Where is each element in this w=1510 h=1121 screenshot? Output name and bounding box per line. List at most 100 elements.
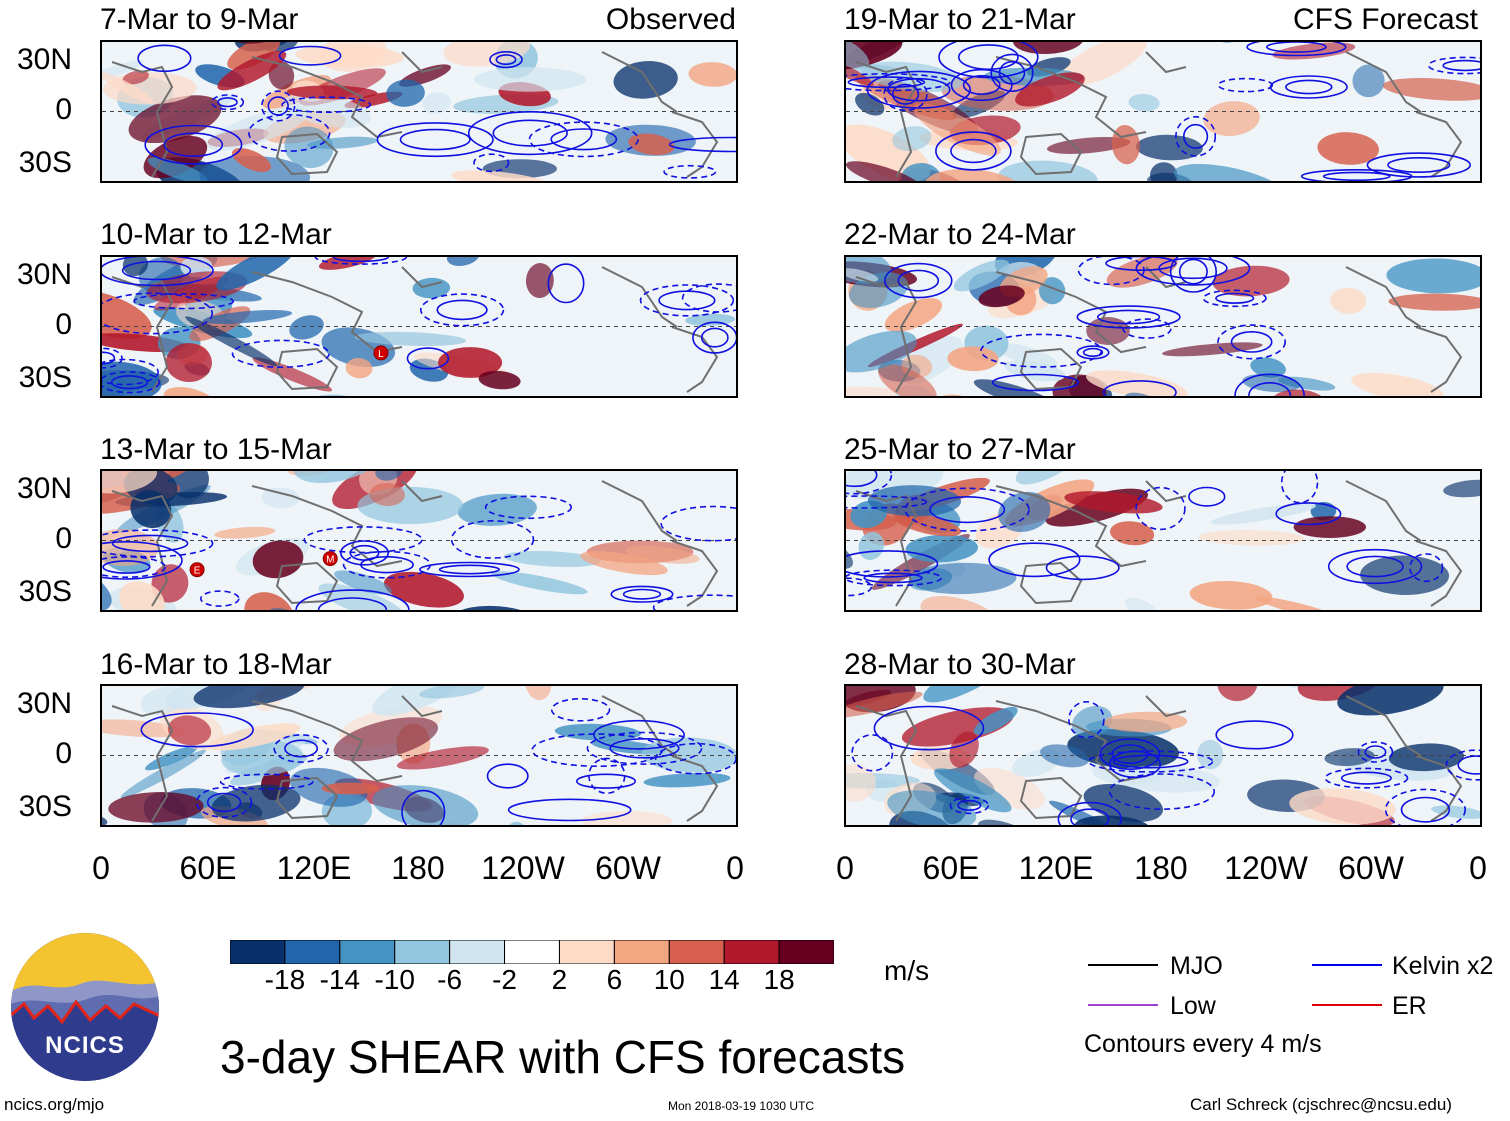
colorbar-tick-label: 2 <box>551 964 568 995</box>
shear-anomaly-blob <box>1352 64 1385 98</box>
coastline <box>855 276 918 393</box>
coastline <box>1345 51 1422 113</box>
colorbar-swatch <box>558 940 615 964</box>
shear-anomaly-blob <box>1173 163 1285 181</box>
shear-anomaly-blob <box>207 106 310 151</box>
map-panel-6 <box>844 255 1482 398</box>
shear-anomaly-blob <box>1064 491 1163 514</box>
kelvin-contour <box>681 283 736 313</box>
kelvin-contour <box>1188 486 1226 507</box>
storm-marker-label: E <box>194 566 201 577</box>
shear-anomaly-blob <box>953 259 1010 292</box>
kelvin-contour <box>317 597 388 610</box>
shear-anomaly-blob <box>334 570 392 595</box>
lat-label-0: 0 <box>55 737 72 770</box>
shear-anomaly-blob <box>1250 357 1286 378</box>
shear-anomaly-blob <box>446 257 480 267</box>
shear-anomaly-blob <box>525 263 554 299</box>
shear-anomaly-blob <box>419 686 485 699</box>
kelvin-contour <box>846 471 893 495</box>
kelvin-contour <box>700 327 729 348</box>
colorbar-swatch <box>284 940 341 964</box>
map-panel-5 <box>844 40 1482 183</box>
kelvin-contour <box>376 122 494 158</box>
coastline <box>1019 561 1083 605</box>
shear-anomaly-blob <box>855 92 885 116</box>
kelvin-contour <box>929 495 1006 524</box>
kelvin-contour <box>658 290 716 311</box>
coastline <box>601 480 678 542</box>
coastline <box>1415 540 1463 607</box>
kelvin-contour <box>121 260 192 281</box>
kelvin-contour <box>110 375 149 390</box>
kelvin-contour <box>962 74 1001 95</box>
legend-label-mjo: MJO <box>1170 952 1223 980</box>
colorbar-unit: m/s <box>884 955 930 986</box>
kelvin-contour <box>137 44 192 73</box>
coastline <box>601 266 678 328</box>
legend-line-low <box>1088 1004 1158 1006</box>
shear-anomaly-blob <box>1317 132 1379 165</box>
lon-label-120e: 120E <box>276 850 352 886</box>
kelvin-contour <box>550 697 611 722</box>
kelvin-contour <box>990 53 1034 92</box>
kelvin-contour <box>887 77 951 102</box>
shear-anomaly-blob <box>1067 729 1179 769</box>
shear-anomaly-blob <box>892 512 962 537</box>
shear-anomaly-blob <box>892 126 932 152</box>
coastline <box>671 755 719 822</box>
coastline <box>855 61 918 178</box>
kelvin-contour <box>247 113 331 152</box>
kelvin-contour <box>332 257 389 263</box>
coastline <box>671 111 719 178</box>
shear-anomaly-blob <box>1124 597 1157 610</box>
kelvin-contour <box>1122 318 1172 339</box>
legend-label-low: Low <box>1170 992 1216 1020</box>
storm-marker-label: M <box>326 555 334 566</box>
footer-credit: Carl Schreck (cjschrec@ncsu.edu) <box>1190 1095 1452 1114</box>
kelvin-contour <box>467 111 593 156</box>
shear-anomaly-blob <box>396 746 489 770</box>
kelvin-contour <box>1070 808 1110 825</box>
panel-title-2: 10-Mar to 12-Mar <box>100 218 332 251</box>
kelvin-contour <box>163 132 224 157</box>
shear-anomaly-blob <box>216 257 295 291</box>
kelvin-contour <box>873 705 985 751</box>
shear-field <box>846 257 1480 396</box>
coastline <box>275 132 339 176</box>
shear-anomaly-blob <box>524 686 552 701</box>
kelvin-contour <box>991 373 1080 392</box>
shear-anomaly-blob <box>1443 479 1480 498</box>
kelvin-contour <box>610 585 674 603</box>
kelvin-contour <box>1076 305 1181 329</box>
kelvin-contour <box>261 90 296 122</box>
kelvin-contour <box>1230 331 1273 353</box>
kelvin-contour <box>988 542 1081 578</box>
lon-label-60e: 60E <box>179 850 237 886</box>
footer-url[interactable]: ncics.org/mjo <box>4 1095 105 1114</box>
kelvin-contour <box>406 347 450 370</box>
shear-anomaly-blob <box>1212 265 1290 297</box>
kelvin-contour <box>1082 347 1104 357</box>
shear-anomaly-blob <box>221 739 303 777</box>
storm-marker-label: L <box>378 349 384 360</box>
kelvin-contour <box>1364 745 1387 759</box>
kelvin-contour <box>102 292 213 335</box>
shear-anomaly-blob <box>147 157 208 181</box>
kelvin-contour <box>102 560 151 574</box>
kelvin-contour <box>1366 152 1471 178</box>
coastline <box>401 266 443 289</box>
shear-anomaly-blob <box>102 60 144 84</box>
kelvin-contour <box>1135 257 1251 286</box>
kelvin-contour <box>1158 257 1228 280</box>
kelvin-contour <box>273 734 329 763</box>
map-panel-1 <box>100 40 738 183</box>
kelvin-contour <box>1112 754 1189 769</box>
colorbar-swatch <box>339 940 396 964</box>
shear-anomaly-blob <box>1324 748 1375 767</box>
shear-anomaly-blob <box>457 493 537 526</box>
shear-anomaly-blob <box>321 782 380 795</box>
kelvin-contour <box>1215 720 1294 750</box>
shear-field <box>102 42 736 181</box>
coastline <box>1345 480 1422 542</box>
